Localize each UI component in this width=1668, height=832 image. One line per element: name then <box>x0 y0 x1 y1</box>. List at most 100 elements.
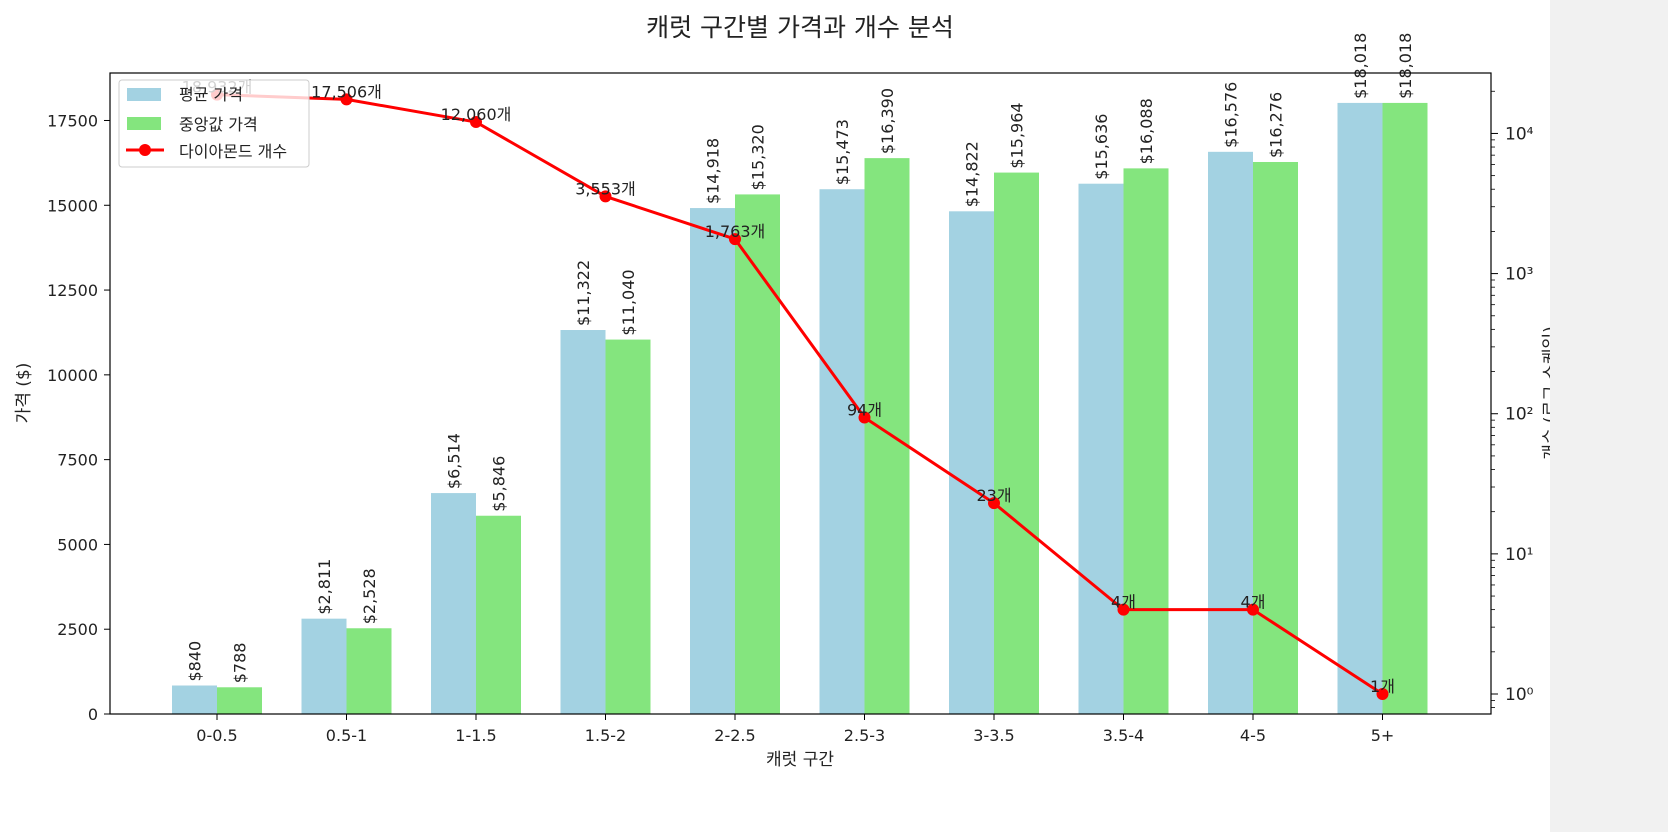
mean-price-label: $14,918 <box>704 138 723 204</box>
legend-box <box>118 79 310 168</box>
median-price-label: $18,018 <box>1396 33 1415 99</box>
legend-label-median: 중앙값 가격 <box>179 115 258 134</box>
median-price-bar <box>346 628 392 714</box>
median-price-label: $11,040 <box>619 269 638 335</box>
y2-tick-label: 10⁴ <box>1505 124 1534 144</box>
y-tick-label: 7500 <box>57 451 98 470</box>
x-tick-label: 5+ <box>1371 726 1395 745</box>
mean-price-label: $6,514 <box>445 433 464 489</box>
median-price-label: $2,528 <box>360 568 379 624</box>
y-tick-label: 12500 <box>47 281 98 300</box>
x-tick-label: 1-1.5 <box>455 726 496 745</box>
mean-price-bar <box>949 211 994 715</box>
y-axis-label: 가격 ($) <box>14 363 34 424</box>
x-tick-label: 0.5-1 <box>326 726 367 745</box>
y-tick-label: 0 <box>88 705 98 724</box>
legend-swatch-count-marker <box>139 144 151 156</box>
mean-price-label: $14,822 <box>963 141 982 207</box>
mean-price-bar <box>431 493 476 714</box>
median-price-bar <box>994 172 1039 715</box>
median-price-label: $15,320 <box>749 124 768 190</box>
count-marker <box>1117 603 1130 616</box>
x-tick-label: 2.5-3 <box>844 726 885 745</box>
mean-price-bar <box>1078 183 1124 714</box>
mean-price-label: $18,018 <box>1351 33 1370 99</box>
x-tick-label: 3-3.5 <box>973 726 1014 745</box>
median-price-label: $16,276 <box>1267 92 1286 158</box>
median-price-label: $5,846 <box>490 456 509 512</box>
median-price-bar <box>476 515 521 714</box>
y-tick-label: 17500 <box>47 111 98 130</box>
x-tick-label: 3.5-4 <box>1103 726 1144 745</box>
y-tick-label: 15000 <box>47 196 98 215</box>
legend-label-count: 다이아몬드 개수 <box>179 142 287 161</box>
mean-price-label: $15,473 <box>833 119 852 185</box>
mean-price-label: $15,636 <box>1092 114 1111 180</box>
mean-price-label: $2,811 <box>315 559 334 615</box>
legend-swatch-mean <box>127 88 161 101</box>
count-marker <box>470 116 482 129</box>
y2-axis-label: 개수 (로그 스케일) <box>1541 326 1550 460</box>
left-axis: 0 2500 5000 7500 10000 12500 15000 17500 <box>47 111 110 724</box>
chart: 캐럿 구간별 가격과 개수 분석 $840 $788 $2,811 $2,528 $6,… <box>14 13 1550 770</box>
count-marker <box>1376 688 1389 701</box>
count-label: 1,763개 <box>705 222 766 241</box>
chart-title: 캐럿 구간별 가격과 개수 분석 <box>646 13 954 42</box>
legend: 평균 가격 중앙값 가격 다이아몬드 개수 <box>118 79 310 168</box>
y-tick-label: 10000 <box>47 366 98 385</box>
mean-price-bar <box>690 208 735 714</box>
count-label: 4개 <box>1111 593 1136 612</box>
count-marker <box>599 190 612 203</box>
x-tick-label: 1.5-2 <box>585 726 626 745</box>
mean-price-label: $11,322 <box>574 260 593 326</box>
count-marker <box>340 93 353 106</box>
plot-frame <box>109 72 1492 715</box>
count-marker <box>729 233 741 246</box>
count-label: 1개 <box>1370 677 1395 696</box>
median-price-bar <box>1253 161 1298 714</box>
y2-tick-label: 10¹ <box>1505 545 1533 565</box>
y-tick-label: 2500 <box>57 620 98 639</box>
y2-tick-label: 10³ <box>1505 265 1533 285</box>
mean-price-label: $16,576 <box>1222 82 1241 148</box>
y2-tick-label: 10² <box>1505 405 1533 425</box>
median-price-label: $788 <box>231 643 250 684</box>
count-marker <box>1247 603 1259 616</box>
median-price-bar <box>217 687 262 714</box>
median-price-label: $16,390 <box>878 88 897 154</box>
mean-price-bar <box>819 189 865 714</box>
mean-price-bar <box>1208 151 1253 714</box>
x-tick-label: 0-0.5 <box>196 726 237 745</box>
bar-labels-layer: $840 $788 $2,811 $2,528 $6,514 $5,846 $11,322 $… <box>186 33 1416 684</box>
bars-layer <box>172 102 1428 715</box>
y2-tick-label: 10⁰ <box>1505 685 1534 705</box>
mean-price-bar <box>560 330 606 714</box>
x-tick-label: 2-2.5 <box>714 726 755 745</box>
count-label: 12,060개 <box>441 105 512 124</box>
x-axis: 0-0.5 0.5-1 1-1.5 1.5-2 2-2.5 2.5-3 3-3.5 3.5-4… <box>196 714 1394 745</box>
count-label: 94개 <box>847 400 882 419</box>
mean-price-bar <box>301 618 347 714</box>
legend-swatch-median <box>127 117 161 130</box>
mean-price-bar <box>1337 102 1383 714</box>
count-marker <box>988 497 1000 510</box>
right-axis: 10⁰ 10¹ 10² 10³ 10⁴ <box>1491 90 1534 708</box>
mean-price-label: $840 <box>186 641 205 682</box>
x-tick-label: 4-5 <box>1240 726 1266 745</box>
x-axis-label: 캐럿 구간 <box>766 750 834 770</box>
window-edge-strip <box>1550 0 1668 832</box>
count-line <box>216 93 1384 696</box>
count-marker <box>858 411 871 424</box>
median-price-bar <box>1382 102 1428 714</box>
count-label: 4개 <box>1241 593 1266 612</box>
median-price-label: $16,088 <box>1137 98 1156 164</box>
mean-price-bar <box>172 685 217 714</box>
count-label: 3,553개 <box>575 179 636 198</box>
count-label: 23개 <box>976 486 1011 505</box>
median-price-bar <box>605 339 651 714</box>
count-line-layer: 18,932개17,506개12,060개3,553개1,763개94개23개4… <box>182 78 1395 701</box>
count-label: 17,506개 <box>311 82 382 101</box>
y-tick-label: 5000 <box>57 535 98 554</box>
legend-label-mean: 평균 가격 <box>179 85 243 104</box>
median-price-bar <box>735 194 780 714</box>
